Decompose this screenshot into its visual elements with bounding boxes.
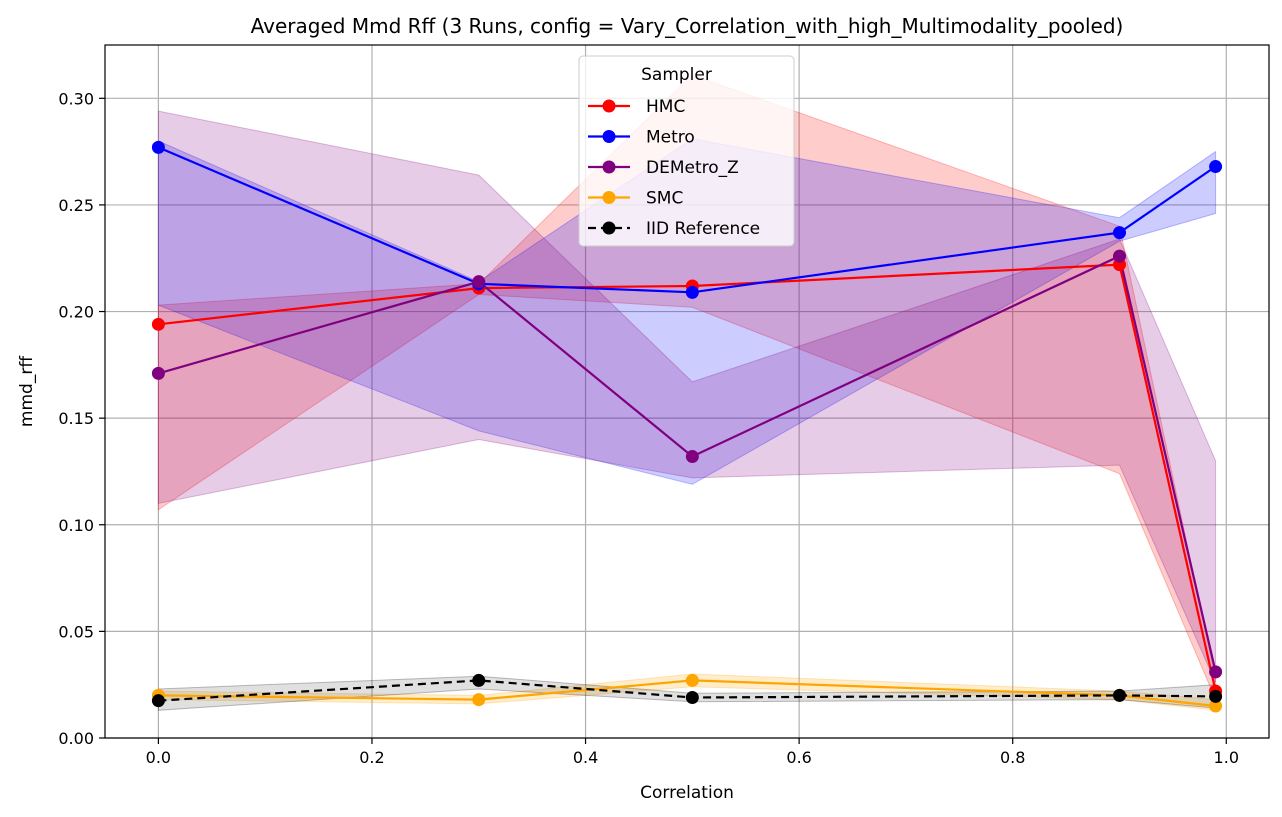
legend-marker-iid-reference (602, 221, 616, 235)
legend-box (578, 55, 795, 247)
legend-marker-demetro-z (602, 160, 616, 174)
plot-frame (104, 44, 1270, 739)
legend-marker-hmc (602, 99, 616, 113)
x-axis-label: Correlation (640, 783, 734, 803)
smc-point (472, 693, 486, 707)
legend-label-metro: Metro (646, 128, 695, 148)
hmc-point (151, 317, 165, 331)
y-tick-label: 0.25 (58, 196, 94, 215)
x-tick-label: 0.2 (359, 748, 384, 767)
demetro-z-point (472, 275, 486, 289)
y-tick-label: 0.00 (58, 729, 94, 748)
metro-point (685, 285, 699, 299)
legend-title: Sampler (641, 65, 712, 85)
x-tick-label: 0.0 (146, 748, 171, 767)
metro-point (1112, 226, 1126, 240)
demetro-z-point (151, 366, 165, 380)
metro-point (1209, 160, 1223, 174)
y-tick-label: 0.10 (58, 516, 94, 535)
legend-marker-metro (602, 130, 616, 143)
smc-point (685, 673, 699, 687)
y-tick-label: 0.15 (58, 409, 94, 428)
demetro-z-point (685, 450, 699, 464)
y-tick-label: 0.20 (58, 303, 94, 322)
x-tick-label: 1.0 (1214, 748, 1239, 767)
metro-point (151, 140, 165, 154)
demetro-z-point (1112, 249, 1126, 263)
demetro-z-band (157, 110, 1217, 683)
demetro-z-point (1209, 665, 1223, 679)
legend-label-demetro-z: DEMetro_Z (646, 158, 739, 178)
iid-reference-point (472, 673, 486, 687)
legend-label-smc: SMC (646, 189, 683, 209)
y-tick-label: 0.05 (58, 622, 94, 641)
legend-label-hmc: HMC (646, 97, 685, 117)
iid-reference-point (1112, 688, 1126, 702)
legend-marker-smc (602, 191, 616, 204)
x-tick-label: 0.8 (1000, 748, 1025, 767)
legend-label-iid-reference: IID Reference (646, 219, 760, 239)
iid-reference-point (1209, 689, 1223, 703)
chart-title: Averaged Mmd Rff (3 Runs, config = Vary_… (251, 14, 1124, 38)
x-axis: 0.0 0.2 0.4 0.6 0.8 1.0 (146, 738, 1239, 767)
iid-reference-point (685, 690, 699, 704)
y-axis-label: mmd_rff (17, 355, 37, 427)
series-points (151, 140, 1223, 713)
legend: Sampler HMC Metro DEMetro_Z SMC IID Reference (578, 55, 795, 247)
y-axis: 0.00 0.05 0.10 0.15 0.20 0.25 0.30 (58, 89, 105, 748)
iid-reference-point (151, 694, 165, 708)
x-tick-label: 0.4 (573, 748, 598, 767)
y-tick-label: 0.30 (58, 89, 94, 108)
smc-point (1209, 699, 1223, 713)
x-tick-label: 0.6 (786, 748, 811, 767)
